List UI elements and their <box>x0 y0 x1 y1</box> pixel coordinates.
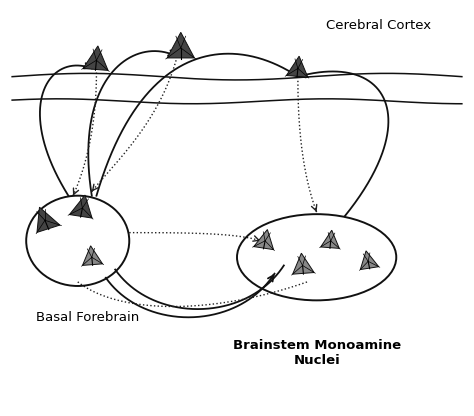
Polygon shape <box>69 195 92 218</box>
Polygon shape <box>292 253 314 274</box>
Polygon shape <box>82 246 102 265</box>
Polygon shape <box>83 46 108 70</box>
Polygon shape <box>37 207 60 233</box>
Polygon shape <box>321 230 339 248</box>
Polygon shape <box>286 56 308 77</box>
Text: Brainstem Monoamine
Nuclei: Brainstem Monoamine Nuclei <box>233 339 401 367</box>
Text: Basal Forebrain: Basal Forebrain <box>36 311 139 324</box>
Text: Cerebral Cortex: Cerebral Cortex <box>326 19 431 32</box>
Polygon shape <box>167 32 194 58</box>
Polygon shape <box>360 251 379 270</box>
Polygon shape <box>254 230 273 250</box>
